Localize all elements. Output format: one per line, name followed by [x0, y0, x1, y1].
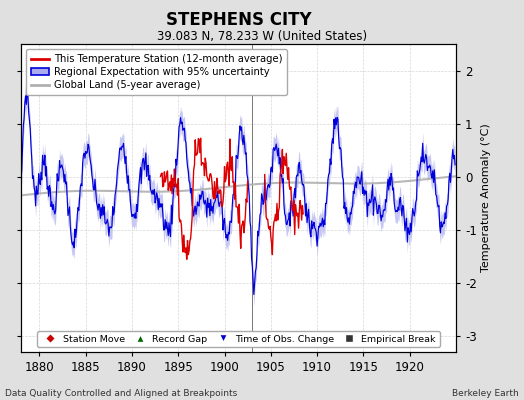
Text: Berkeley Earth: Berkeley Earth [452, 389, 519, 398]
Y-axis label: Temperature Anomaly (°C): Temperature Anomaly (°C) [481, 124, 491, 272]
Text: Data Quality Controlled and Aligned at Breakpoints: Data Quality Controlled and Aligned at B… [5, 389, 237, 398]
Legend: Station Move, Record Gap, Time of Obs. Change, Empirical Break: Station Move, Record Gap, Time of Obs. C… [37, 331, 440, 347]
Title: STEPHENS CITY: STEPHENS CITY [166, 10, 311, 28]
Text: 39.083 N, 78.233 W (United States): 39.083 N, 78.233 W (United States) [157, 30, 367, 43]
